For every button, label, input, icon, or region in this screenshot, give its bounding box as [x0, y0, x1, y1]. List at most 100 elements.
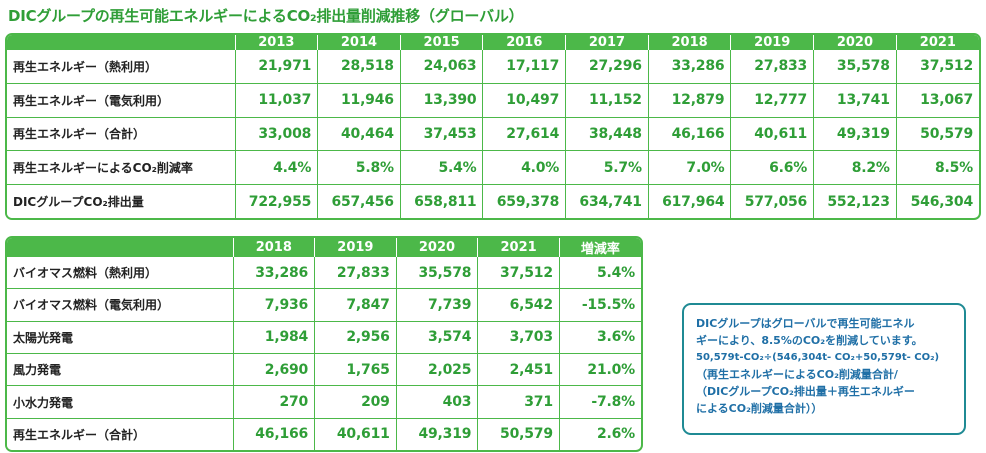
table-cell: 546,304	[895, 184, 979, 218]
column-header: 2018	[232, 238, 316, 257]
calculation-note: DICグループはグローバルで再生可能エネル ギーにより、8.5%のCO₂を削減し…	[682, 303, 966, 435]
table-cell: 5.8%	[317, 150, 401, 186]
row-label: バイオマス燃料（熱利用）	[7, 257, 234, 290]
row-label: 再生エネルギー（電気利用）	[7, 82, 236, 118]
table-cell: 4.4%	[234, 150, 319, 186]
table-cell: 13,741	[813, 82, 897, 118]
table-cell: 2,451	[477, 352, 560, 387]
note-line: ギーにより、8.5%のCO₂を削減しています。	[696, 334, 923, 347]
page-title: DICグループの再生可能エネルギーによるCO₂排出量削減推移（グローバル）	[8, 7, 524, 25]
table-cell: 7,936	[232, 288, 316, 322]
table-cell: 11,946	[317, 82, 401, 118]
table-cell: 27,833	[730, 50, 815, 84]
table-cell: 46,166	[647, 116, 732, 152]
table-cell: 28,518	[317, 50, 401, 84]
table-cell: 6.6%	[730, 150, 815, 186]
table-cell: 46,166	[232, 417, 316, 450]
table-cell: 37,512	[895, 50, 979, 84]
table-cell: 33,008	[234, 116, 319, 152]
header-corner-cell	[7, 238, 234, 257]
row-label: 太陽光発電	[7, 320, 234, 354]
row-label: 再生エネルギー（合計）	[7, 116, 236, 152]
table-cell: 722,955	[234, 184, 319, 218]
column-header: 2015	[399, 35, 484, 50]
table-row: 太陽光発電 1,984 2,956 3,574 3,703 3.6%	[7, 320, 641, 354]
table-row: 再生エネルギー（合計） 46,166 40,611 49,319 50,579 2.6%	[7, 417, 641, 450]
column-header: 2018	[647, 35, 732, 50]
table-row: バイオマス燃料（熱利用） 33,286 27,833 35,578 37,512 5.4%	[7, 257, 641, 290]
table-cell: 33,286	[647, 50, 732, 84]
co2-reduction-table: 2013 2014 2015 2016 2017 2018 2019 2020 2021 再生エ…	[5, 33, 981, 220]
column-header: 2021	[895, 35, 979, 50]
table-cell: 5.4%	[399, 150, 484, 186]
table-cell: -15.5%	[558, 288, 641, 322]
table-row: 再生エネルギー（熱利用） 21,971 28,518 24,063 17,117 27,2…	[7, 50, 979, 84]
column-header: 2013	[234, 35, 319, 50]
table-cell: 35,578	[395, 257, 479, 290]
table-cell: 8.5%	[895, 150, 979, 186]
column-header: 2019	[730, 35, 815, 50]
row-label: 再生エネルギーによるCO₂削減率	[7, 150, 236, 186]
column-header: 2014	[317, 35, 401, 50]
table-cell: 12,777	[730, 82, 815, 118]
table-cell: 1,765	[314, 352, 397, 387]
table-cell: 40,464	[317, 116, 401, 152]
table-cell: 5.7%	[565, 150, 649, 186]
table-cell: 35,578	[813, 50, 897, 84]
table-header-row: 2013 2014 2015 2016 2017 2018 2019 2020 2021	[7, 35, 979, 50]
table-cell: 270	[232, 385, 316, 419]
note-line: （再生エネルギーによるCO₂削減量合計/	[696, 368, 898, 381]
table-cell: 2,956	[314, 320, 397, 354]
table-row: 再生エネルギー（合計） 33,008 40,464 37,453 27,614 38,44…	[7, 116, 979, 152]
column-header: 増減率	[558, 238, 641, 257]
note-line: 50,579t-CO₂÷(546,304t- CO₂+50,579t- CO₂)	[696, 352, 940, 363]
table-cell: 50,579	[477, 417, 560, 450]
column-header: 2017	[565, 35, 649, 50]
table-cell: 2,025	[395, 352, 479, 387]
column-header: 2021	[477, 238, 560, 257]
table-cell: 27,833	[314, 257, 397, 290]
renewable-breakdown-table: 2018 2019 2020 2021 増減率 バイオマス燃料（熱利用） 33,286 27…	[5, 236, 643, 452]
note-line: DICグループはグローバルで再生可能エネル	[696, 317, 915, 330]
table-cell: 21,971	[234, 50, 319, 84]
table-cell: 17,117	[482, 50, 567, 84]
table-cell: 49,319	[813, 116, 897, 152]
column-header: 2016	[482, 35, 567, 50]
table-row: 風力発電 2,690 1,765 2,025 2,451 21.0%	[7, 352, 641, 387]
row-label: 再生エネルギー（合計）	[7, 417, 234, 450]
table-cell: 21.0%	[558, 352, 641, 387]
table-cell: 659,378	[482, 184, 567, 218]
table-row: 小水力発電 270 209 403 371 -7.8%	[7, 385, 641, 419]
table-cell: 3,574	[395, 320, 479, 354]
table-cell: 11,152	[565, 82, 649, 118]
column-header: 2020	[813, 35, 897, 50]
table-cell: 12,879	[647, 82, 732, 118]
row-label: 風力発電	[7, 352, 234, 387]
table-cell: 3.6%	[558, 320, 641, 354]
table-cell: 13,390	[399, 82, 484, 118]
row-label: DICグループCO₂排出量	[7, 184, 236, 218]
table-cell: 552,123	[813, 184, 897, 218]
table-cell: 617,964	[647, 184, 732, 218]
table-cell: 24,063	[399, 50, 484, 84]
column-header: 2020	[395, 238, 479, 257]
table-cell: 5.4%	[558, 257, 641, 290]
table-row: バイオマス燃料（電気利用） 7,936 7,847 7,739 6,542 -15.5%	[7, 288, 641, 322]
table-cell: 40,611	[730, 116, 815, 152]
table-cell: 40,611	[314, 417, 397, 450]
table-row: 再生エネルギーによるCO₂削減率 4.4% 5.8% 5.4% 4.0% 5.7% 7.0%…	[7, 150, 979, 186]
table-cell: 27,296	[565, 50, 649, 84]
table-cell: 209	[314, 385, 397, 419]
table-cell: 577,056	[730, 184, 815, 218]
table-cell: 4.0%	[482, 150, 567, 186]
table-cell: 10,497	[482, 82, 567, 118]
note-line: によるCO₂削減量合計））	[696, 402, 823, 415]
table-cell: 2.6%	[558, 417, 641, 450]
table-cell: 6,542	[477, 288, 560, 322]
table-cell: 37,453	[399, 116, 484, 152]
table-cell: 38,448	[565, 116, 649, 152]
table-header-row: 2018 2019 2020 2021 増減率	[7, 238, 641, 257]
table-cell: 49,319	[395, 417, 479, 450]
header-corner-cell	[7, 35, 236, 50]
table-cell: 50,579	[895, 116, 979, 152]
